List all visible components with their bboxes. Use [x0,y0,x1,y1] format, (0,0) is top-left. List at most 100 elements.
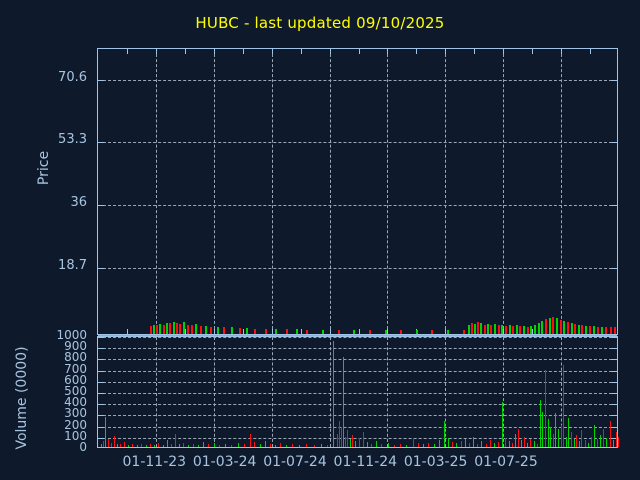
gridline-vertical [561,337,563,447]
volume-bar [158,443,160,447]
volume-bar [269,443,271,447]
price-candle [169,323,172,334]
volume-bar [565,436,567,447]
axis-tick [300,49,302,54]
price-candle [285,329,288,334]
volume-tick-label: 900 [64,339,87,354]
volume-bar [113,436,115,447]
volume-bar [275,444,277,447]
volume-tick-label: 100 [64,428,87,443]
price-candle [179,324,182,334]
axis-tick [98,426,104,428]
axis-tick [98,370,104,372]
price-candle [605,327,608,334]
volume-bar [606,438,608,447]
volume-tick-label: 1000 [56,328,87,342]
volume-bar [119,444,121,447]
volume-bar [400,443,402,447]
volume-bar [539,399,541,447]
volume-bar [603,429,605,447]
axis-tick [98,337,104,338]
volume-bar [254,441,256,447]
gridline-horizontal [98,359,617,361]
volume-bar [618,436,620,447]
volume-bar [443,421,445,447]
price-candle [182,322,185,334]
volume-bar [593,424,595,447]
volume-bar [571,432,573,447]
volume-bar [259,444,261,447]
volume-tick-label: 700 [64,361,87,376]
volume-bar [243,443,245,447]
price-candle [501,324,504,334]
price-candle [275,328,278,334]
volume-bar [336,433,338,447]
price-candle [490,324,493,334]
price-candle [537,322,540,334]
price-candle [166,322,169,334]
axis-tick [611,348,617,350]
volume-bar [428,442,430,447]
price-candle [152,324,155,334]
volume-bar [545,369,547,447]
price-candle [592,326,595,334]
gridline-horizontal [98,79,617,81]
axis-tick [532,49,534,54]
gridline-horizontal [98,426,617,428]
axis-tick [358,49,360,54]
axis-tick [445,49,447,54]
volume-bar [473,436,475,447]
volume-bar [612,440,614,447]
axis-tick [611,370,617,372]
price-candle [462,330,465,334]
axis-tick [590,49,592,54]
gridline-vertical [387,337,389,447]
volume-bar [313,445,315,447]
volume-bar [352,434,354,447]
price-candle [246,328,249,334]
gridline-vertical [503,49,505,334]
gridline-vertical [387,49,389,334]
axis-tick [98,268,104,270]
volume-bar [417,443,419,447]
volume-bar [563,365,565,447]
gridline-horizontal [98,205,617,207]
volume-bar [179,444,181,447]
price-candle [526,326,529,334]
volume-bar [376,440,378,447]
volume-bar [423,444,425,447]
price-candle [601,327,604,334]
volume-bar [536,443,538,447]
volume-bar [150,443,152,447]
volume-bar [514,433,516,447]
price-candle [306,329,309,334]
price-candle [534,324,537,334]
volume-bar [527,442,529,447]
volume-bar [508,440,510,447]
volume-bar [100,443,102,447]
price-candle [574,324,577,334]
price-candle [570,323,573,334]
volume-bar [581,430,583,447]
gridline-vertical [445,49,447,334]
volume-bar [552,433,554,447]
axis-tick [98,359,104,361]
price-candle [493,324,496,334]
axis-tick [271,329,273,334]
x-tick-label: 01-03-24 [192,454,257,470]
price-candle [548,318,551,334]
volume-tick-label: 500 [64,384,87,398]
x-tick-label: 01-03-25 [403,454,468,470]
volume-tick-label: 600 [64,372,87,387]
volume-bar [555,413,557,447]
price-candle [588,326,591,334]
gridline-vertical [213,337,215,447]
price-candle [508,324,511,334]
axis-tick [98,348,104,350]
price-candle [210,326,212,334]
axis-tick [98,393,104,394]
x-tick-label: 01-11-24 [333,454,398,470]
axis-tick [213,49,215,54]
volume-tick-label: 400 [64,395,87,410]
volume-bar [250,433,252,447]
